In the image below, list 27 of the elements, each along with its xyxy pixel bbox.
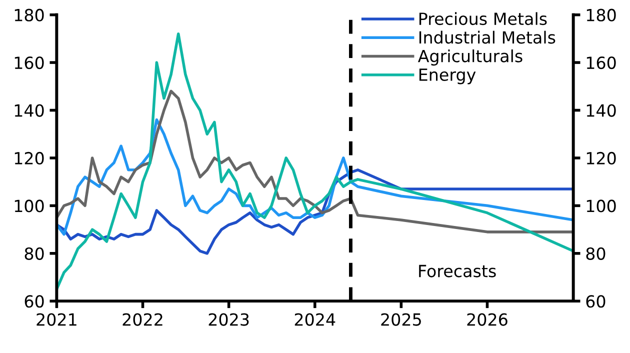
y2-tick-label: 80	[586, 247, 606, 260]
line-series	[56, 32, 574, 291]
x-tick-label: 2026	[467, 313, 508, 326]
x-tick-label: 2023	[208, 313, 249, 326]
x-tick-label: 2024	[294, 313, 336, 326]
x-tick-label: 2025	[381, 313, 421, 326]
line-series	[56, 90, 574, 234]
y-tick-label: 80	[24, 247, 44, 260]
y2-tick-label: 60	[586, 295, 606, 308]
x-tick-label: 2022	[122, 313, 162, 326]
y2-tick-label: 100	[586, 200, 616, 212]
legend-label: Agriculturals	[418, 49, 522, 66]
y-tick-label: 60	[24, 295, 44, 308]
y-tick-label: 100	[14, 200, 44, 212]
y2-tick-label: 140	[586, 104, 616, 117]
legend-label: Energy	[419, 68, 476, 84]
y2-tick-label: 120	[586, 152, 616, 165]
y-tick-label: 160	[14, 56, 44, 70]
legend-label: Industrial Metals	[419, 30, 556, 44]
y-tick-label: 180	[14, 8, 44, 22]
y2-tick-label: 180	[586, 8, 616, 22]
y-tick-label: 120	[14, 152, 44, 165]
legend-label: Precious Metals	[419, 12, 547, 26]
y2-tick-label: 160	[586, 56, 616, 70]
y-tick-label: 140	[14, 104, 44, 117]
x-tick-label: 2021	[36, 313, 76, 326]
annotation: Forecasts	[419, 264, 496, 278]
